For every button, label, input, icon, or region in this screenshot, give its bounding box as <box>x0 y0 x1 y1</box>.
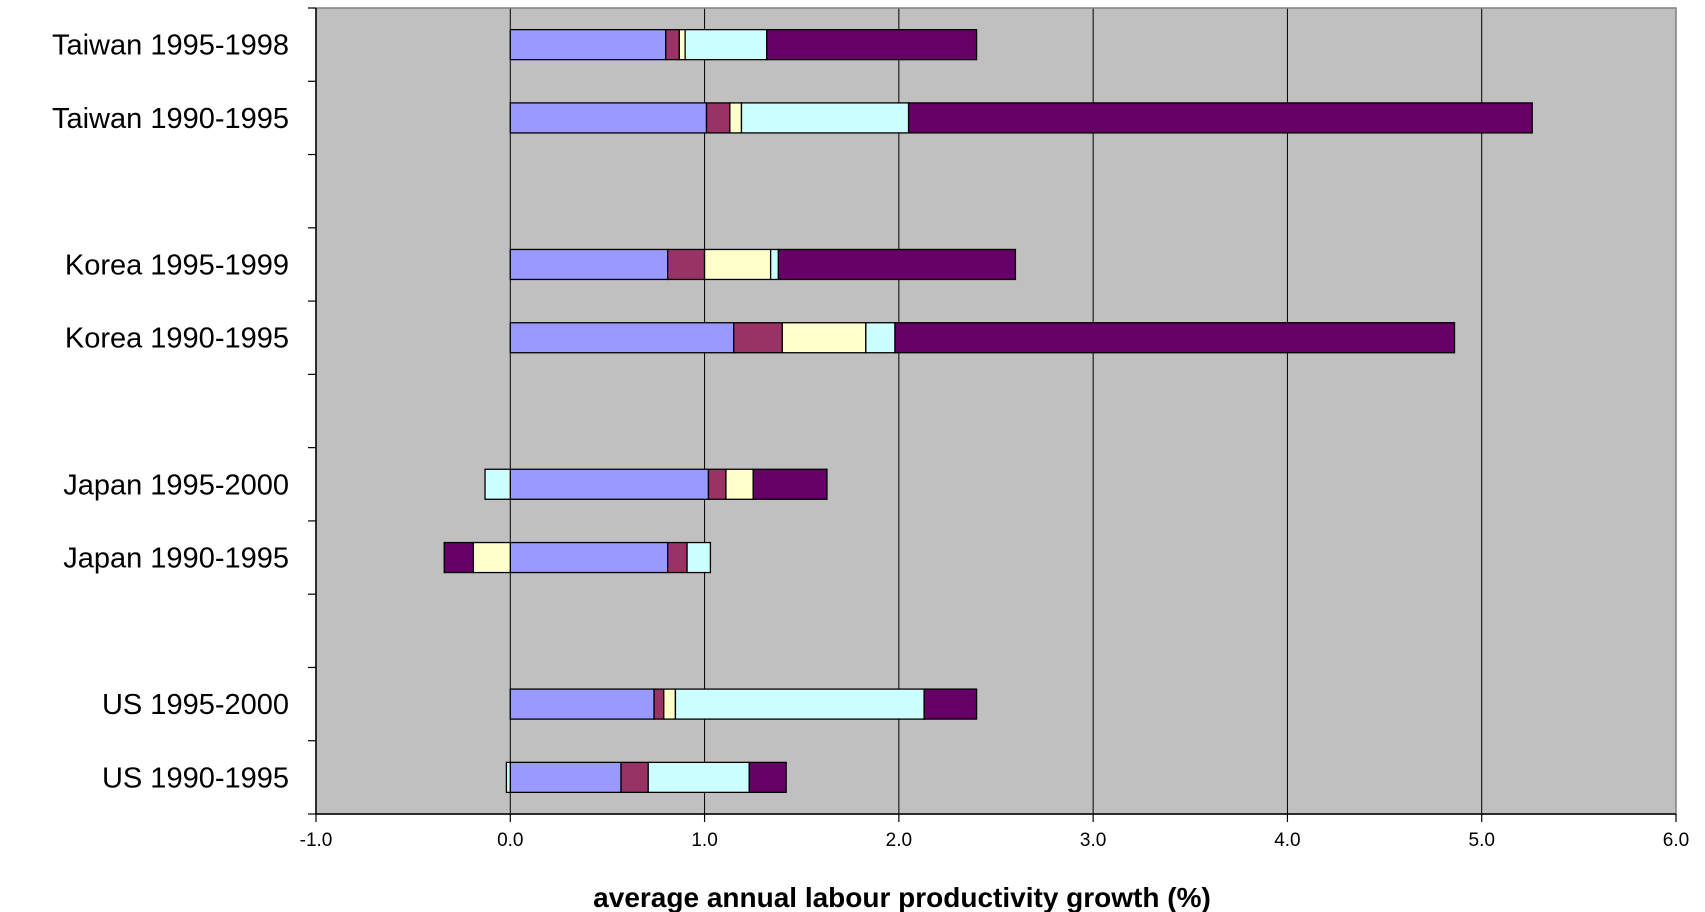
bar-segment <box>509 102 708 134</box>
bar-segment <box>509 248 669 281</box>
bar-segment <box>663 688 677 720</box>
bar-segment <box>752 468 828 500</box>
bar-segment <box>509 688 655 720</box>
x-tick-label: 0.0 <box>497 830 523 851</box>
bar-segment <box>509 322 735 354</box>
bar-segment <box>443 541 475 574</box>
category-label: Korea 1990-1995 <box>65 323 289 355</box>
bar-segment <box>766 28 978 61</box>
bar-segment <box>707 468 727 500</box>
bar-segment <box>620 761 649 794</box>
category-label: US 1990-1995 <box>102 762 289 794</box>
bar-segment <box>665 28 680 61</box>
x-tick-label: 1.0 <box>691 830 717 851</box>
bar-segment <box>725 468 754 500</box>
bar-segment <box>678 28 686 61</box>
bar-segment <box>509 468 710 500</box>
category-label: US 1995-2000 <box>102 689 289 721</box>
axes: -1.0 0.0 1.0 2.0 3.0 4.0 5.0 6.0 <box>300 7 1689 851</box>
category-label: Korea 1995-1999 <box>65 249 289 281</box>
bar-segment <box>684 28 768 61</box>
x-tick-label: -1.0 <box>300 830 333 851</box>
bar-segment <box>781 322 867 354</box>
bar-segment <box>674 688 925 720</box>
bar-segment <box>667 541 688 574</box>
bar-segment <box>865 322 896 354</box>
bar-segment <box>729 102 743 134</box>
bar-segment <box>748 761 787 794</box>
x-tick-label: 6.0 <box>1663 830 1689 851</box>
bar-segment <box>705 102 731 134</box>
x-tick-label: 3.0 <box>1080 830 1106 851</box>
bar-segment <box>653 688 665 720</box>
bars <box>443 28 1533 794</box>
category-labels: Taiwan 1995-1998 Taiwan 1990-1995 Korea 19… <box>52 30 289 795</box>
x-axis-title: average annual labour productivity growt… <box>593 882 1211 912</box>
bar-segment <box>777 248 1017 281</box>
bar-segment <box>769 248 780 281</box>
bar-segment <box>505 761 511 794</box>
bar-segment <box>484 468 511 500</box>
bar-segment <box>907 102 1533 134</box>
bar-segment <box>509 541 669 574</box>
x-tick-label: 2.0 <box>886 830 912 851</box>
x-tick-label: 5.0 <box>1469 830 1495 851</box>
bar-segment <box>733 322 783 354</box>
bar-segment <box>667 248 706 281</box>
category-label: Taiwan 1995-1998 <box>52 30 289 62</box>
bar-segment <box>740 102 910 134</box>
bar-segment <box>509 761 622 794</box>
x-tick-label: 4.0 <box>1274 830 1300 851</box>
bar-segment <box>894 322 1456 354</box>
bar-segment <box>472 541 511 574</box>
plot-area <box>316 8 1676 814</box>
bar-segment <box>647 761 750 794</box>
bar-segment <box>509 28 667 61</box>
category-label: Japan 1995-2000 <box>63 469 289 501</box>
bar-segment <box>703 248 772 281</box>
gridlines <box>509 8 1483 814</box>
bar-segment <box>923 688 978 720</box>
bar-segment <box>686 541 712 574</box>
category-label: Taiwan 1990-1995 <box>52 103 289 135</box>
category-label: Japan 1990-1995 <box>63 543 289 575</box>
